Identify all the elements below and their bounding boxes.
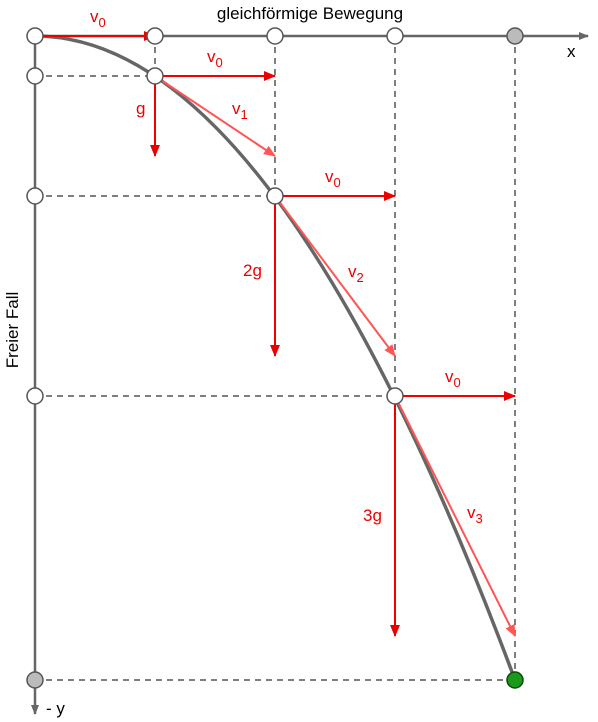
v-label: v2: [348, 262, 364, 285]
v-base: v: [90, 7, 99, 26]
v-label: v0: [90, 7, 106, 30]
v-sub: 3: [476, 511, 483, 526]
g-label: g: [136, 99, 145, 118]
v-base: v: [445, 367, 454, 386]
y-axis-end-label: - y: [46, 699, 65, 718]
component-arrows: [35, 31, 516, 637]
v-label: v0: [325, 167, 341, 190]
v-base: v: [348, 262, 357, 281]
trajectory: [34, 34, 517, 681]
v-sub: 0: [99, 15, 106, 30]
dashed-guides: [35, 36, 516, 681]
v-sub: 0: [216, 55, 223, 70]
v-label: v0: [207, 47, 223, 70]
x-axis-label: x: [567, 42, 576, 61]
v-base: v: [232, 99, 241, 118]
y-axis-label: Freier Fall: [3, 292, 22, 369]
points: [26, 27, 524, 689]
v-sub: 0: [454, 375, 461, 390]
g-label: 2g: [243, 261, 262, 280]
velocity-arrows: [154, 75, 516, 637]
v-label: v1: [232, 99, 248, 122]
title: gleichförmige Bewegung: [217, 4, 403, 23]
v-base: v: [325, 167, 334, 186]
v-base: v: [467, 503, 476, 522]
v-base: v: [207, 47, 216, 66]
v-sub: 0: [334, 175, 341, 190]
v-sub: 2: [357, 270, 364, 285]
v-label: v0: [445, 367, 461, 390]
v-label: v3: [467, 503, 483, 526]
v-sub: 1: [241, 107, 248, 122]
g-label: 3g: [363, 506, 382, 525]
